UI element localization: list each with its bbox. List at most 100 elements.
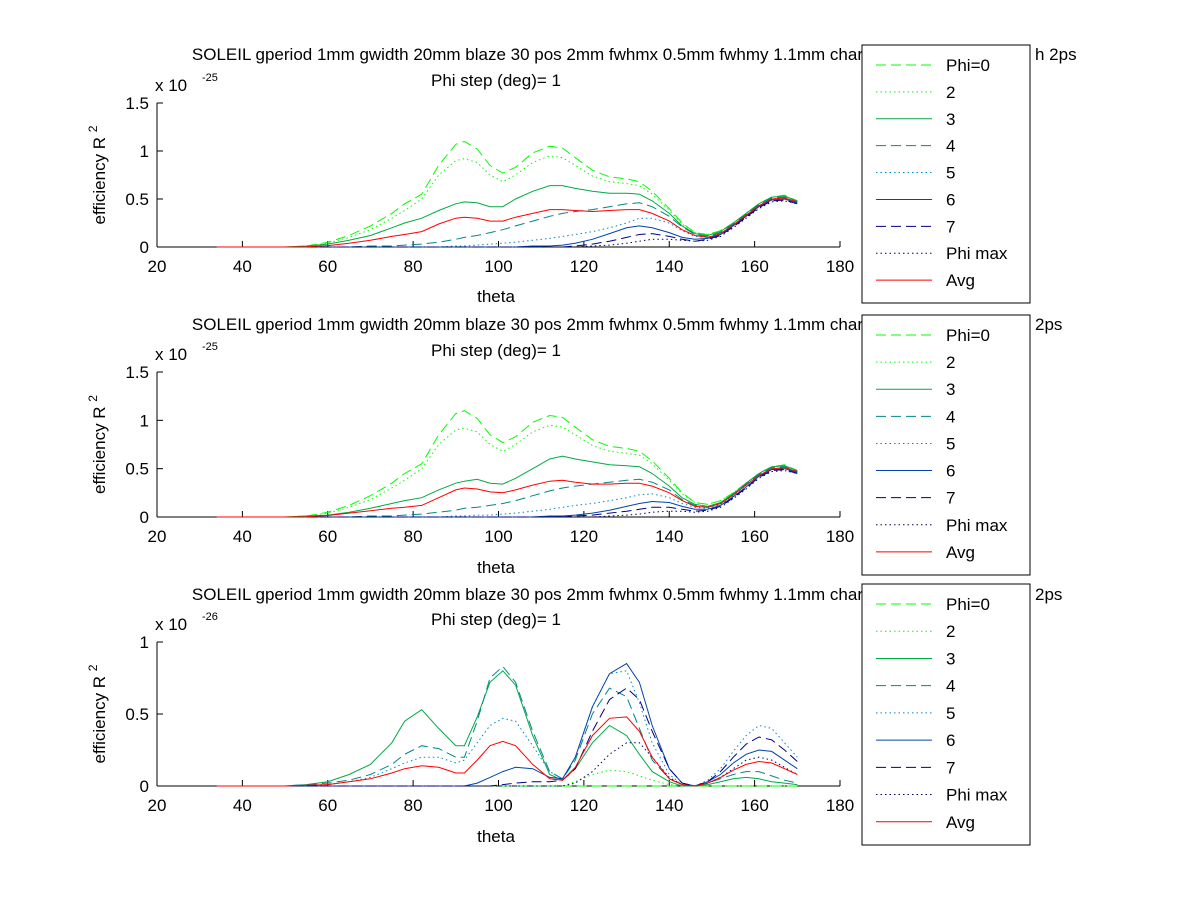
x-tick-label: 180: [826, 527, 854, 546]
y-axis-label: efficiency R 2: [86, 395, 109, 494]
series-line-phi-max: [216, 742, 798, 787]
legend-label: 2: [946, 622, 955, 641]
x-tick-label: 40: [233, 257, 252, 276]
y-tick-label: 1: [140, 411, 149, 430]
y-axis-label-group: efficiency R 2: [86, 664, 109, 763]
chart-subtitle: Phi step (deg)= 1: [431, 71, 561, 90]
legend-label: Avg: [946, 813, 975, 832]
chart-title: SOLEIL gperiod 1mm gwidth 20mm blaze 30 …: [192, 585, 896, 604]
x-tick-label: 160: [740, 527, 768, 546]
x-tick-label: 140: [655, 796, 683, 815]
legend-label: 7: [946, 489, 955, 508]
y-axis-label-superscript: 2: [86, 125, 100, 132]
y-axis-label-superscript: 2: [86, 664, 100, 671]
chart-3: SOLEIL gperiod 1mm gwidth 20mm blaze 30 …: [86, 583, 1062, 846]
series-line-avg: [216, 716, 798, 787]
legend-label: 5: [946, 434, 955, 453]
series-line-3: [216, 670, 798, 787]
legend-label: 6: [946, 190, 955, 209]
x-axis-label: theta: [477, 287, 515, 306]
x-tick-label: 20: [148, 257, 167, 276]
chart-2: SOLEIL gperiod 1mm gwidth 20mm blaze 30 …: [86, 314, 1062, 577]
series-line-avg: [216, 467, 798, 518]
legend-label: 3: [946, 649, 955, 668]
x-tick-label: 60: [318, 527, 337, 546]
legend-label: 6: [946, 731, 955, 750]
y-exponent-power: -26: [202, 611, 218, 623]
x-tick-label: 80: [404, 257, 423, 276]
x-tick-label: 60: [318, 796, 337, 815]
legend-label: 4: [946, 407, 955, 426]
legend-label: 7: [946, 217, 955, 236]
x-tick-label: 120: [570, 257, 598, 276]
chart-title-tail: 2ps: [1035, 315, 1062, 334]
series-line-phi-max: [216, 200, 798, 248]
x-tick-label: 160: [740, 257, 768, 276]
legend-label: 3: [946, 110, 955, 129]
legend-label: 2: [946, 83, 955, 102]
chart-title: SOLEIL gperiod 1mm gwidth 20mm blaze 30 …: [192, 45, 896, 64]
y-axis-label-group: efficiency R 2: [86, 125, 109, 224]
legend-label: Phi max: [946, 244, 1008, 263]
chart-title-tail: h 2ps: [1035, 45, 1077, 64]
x-tick-label: 20: [148, 527, 167, 546]
x-tick-label: 120: [570, 527, 598, 546]
series-group: [216, 410, 798, 518]
legend-label: 4: [946, 677, 955, 696]
y-tick-label: 0: [140, 508, 149, 527]
legend-label: 3: [946, 380, 955, 399]
y-axis-label: efficiency R 2: [86, 664, 109, 763]
x-tick-label: 100: [484, 257, 512, 276]
legend-box: [861, 314, 1031, 576]
series-line-4: [216, 665, 798, 787]
y-axis-label: efficiency R 2: [86, 125, 109, 224]
legend-label: 2: [946, 353, 955, 372]
series-line-2: [216, 424, 798, 518]
y-tick-label: 1.5: [125, 363, 149, 382]
y-tick-label: 0.5: [125, 190, 149, 209]
y-tick-label: 0: [140, 777, 149, 796]
series-group: [216, 140, 798, 248]
legend-label: 5: [946, 704, 955, 723]
series-line-5: [216, 670, 798, 787]
y-tick-label: 0.5: [125, 705, 149, 724]
y-tick-label: 1: [140, 142, 149, 161]
x-tick-label: 20: [148, 796, 167, 815]
chart-title-tail: 2ps: [1035, 585, 1062, 604]
y-exponent-label: x 10: [155, 76, 187, 95]
series-group: [216, 662, 798, 787]
x-tick-label: 80: [404, 527, 423, 546]
legend-box: [861, 44, 1031, 304]
chart-subtitle: Phi step (deg)= 1: [431, 610, 561, 629]
x-tick-label: 80: [404, 796, 423, 815]
legend-label: 7: [946, 758, 955, 777]
y-axis-label-superscript: 2: [86, 395, 100, 402]
y-tick-label: 0.5: [125, 460, 149, 479]
y-exponent-label: x 10: [155, 615, 187, 634]
legend-label: Avg: [946, 271, 975, 290]
series-line-avg: [216, 197, 798, 248]
x-tick-label: 60: [318, 257, 337, 276]
legend-label: Phi max: [946, 786, 1008, 805]
legend-label: 5: [946, 164, 955, 183]
legend: Phi=0 2 3 4 5 6 7 Phi max Avg: [861, 583, 1031, 846]
x-tick-label: 180: [826, 257, 854, 276]
x-tick-label: 140: [655, 257, 683, 276]
y-exponent-label: x 10: [155, 345, 187, 364]
y-tick-label: 0: [140, 238, 149, 257]
chart-title: SOLEIL gperiod 1mm gwidth 20mm blaze 30 …: [192, 315, 896, 334]
y-tick-label: 1.5: [125, 94, 149, 113]
series-line-phi-max: [216, 470, 798, 518]
y-tick-label: 1: [140, 633, 149, 652]
x-tick-label: 160: [740, 796, 768, 815]
chart-subtitle: Phi step (deg)= 1: [431, 341, 561, 360]
y-exponent-power: -25: [202, 72, 218, 84]
legend-label: Phi=0: [946, 326, 990, 345]
legend-label: 4: [946, 137, 955, 156]
x-axis-label: theta: [477, 558, 515, 577]
legend-label: Phi=0: [946, 595, 990, 614]
series-line-phi-0: [216, 140, 798, 248]
x-tick-label: 140: [655, 527, 683, 546]
legend: Phi=0 2 3 4 5 6 7 Phi max Avg: [861, 44, 1031, 304]
